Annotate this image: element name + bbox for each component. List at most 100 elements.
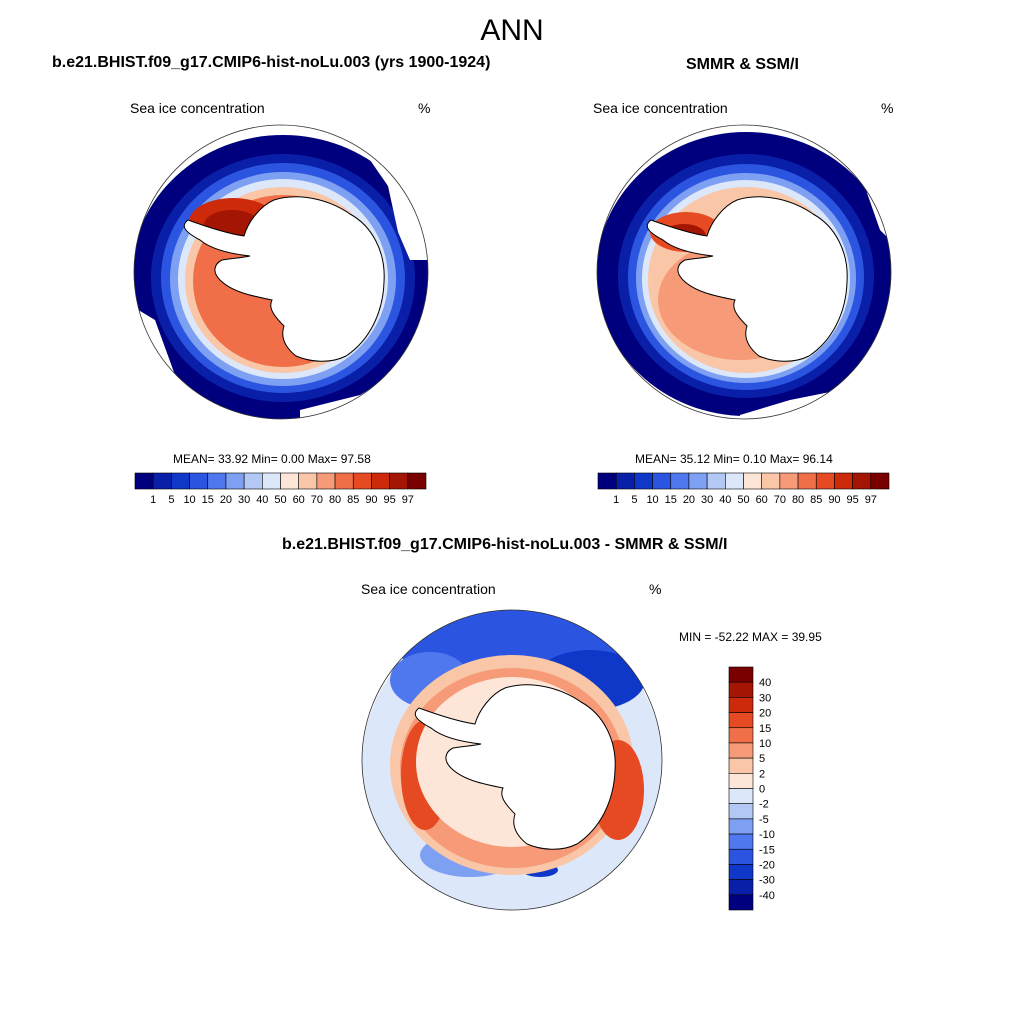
colorbar-swatch	[728, 712, 754, 729]
colorbar-swatch	[652, 472, 672, 490]
colorbar-swatch	[134, 472, 154, 490]
colorbar-tick-label: 97	[865, 494, 877, 506]
colorbar-swatch	[815, 472, 835, 490]
colorbar-swatch	[615, 472, 635, 490]
obs-stats: MEAN= 35.12 Min= 0.10 Max= 96.14	[635, 452, 833, 466]
colorbar-tick-label: 2	[759, 768, 765, 780]
colorbar-swatch	[706, 472, 726, 490]
colorbar-tick-label: 40	[256, 494, 268, 506]
colorbar-tick-label: 50	[274, 494, 286, 506]
diff-units-label: %	[649, 581, 662, 597]
colorbar-tick-label: 15	[759, 723, 771, 735]
colorbar-tick-label: 5	[631, 494, 637, 506]
colorbar-swatch	[728, 833, 754, 850]
colorbar-tick-label: 30	[759, 692, 771, 704]
colorbar-swatch	[407, 472, 427, 490]
colorbar-tick-label: 90	[828, 494, 840, 506]
colorbar-swatch	[152, 472, 172, 490]
diff-panel-title: b.e21.BHIST.f09_g17.CMIP6-hist-noLu.003 …	[282, 536, 728, 553]
colorbar-tick-label: -40	[759, 890, 775, 902]
colorbar-tick-label: 30	[701, 494, 713, 506]
colorbar-tick-label: -10	[759, 829, 775, 841]
colorbar-swatch	[728, 697, 754, 713]
colorbar-tick-label: 15	[202, 494, 214, 506]
colorbar-tick-label: 5	[168, 494, 174, 506]
colorbar-swatch	[728, 681, 754, 698]
model-colorbar: 1 5 10 15 20 30 40 50 60 70 80 85 90 95 97	[134, 472, 427, 506]
colorbar-tick-label: 1	[613, 494, 619, 506]
colorbar-swatch	[870, 472, 890, 490]
colorbar-swatch	[834, 472, 853, 490]
colorbar-tick-label: 20	[683, 494, 695, 506]
diff-variable-label: Sea ice concentration	[361, 581, 496, 597]
colorbar-tick-label: 10	[759, 738, 771, 750]
colorbar-swatch	[189, 472, 209, 490]
colorbar-swatch	[743, 472, 762, 490]
colorbar-swatch	[728, 879, 754, 896]
colorbar-tick-label: -30	[759, 875, 775, 887]
colorbar-tick-label: 20	[220, 494, 232, 506]
model-stats: MEAN= 33.92 Min= 0.00 Max= 97.58	[173, 452, 371, 466]
obs-variable-label: Sea ice concentration	[593, 100, 728, 116]
obs-colorbar: 1 5 10 15 20 30 40 50 60 70 80 85 90 95 97	[597, 472, 890, 506]
colorbar-tick-label: 80	[329, 494, 341, 506]
colorbar-swatch	[728, 894, 754, 911]
colorbar-tick-label: 85	[347, 494, 359, 506]
model-panel-title: b.e21.BHIST.f09_g17.CMIP6-hist-noLu.003 …	[52, 54, 491, 71]
model-units-label: %	[418, 100, 431, 116]
colorbar-swatch	[728, 848, 754, 865]
colorbar-swatch	[298, 472, 318, 490]
colorbar-swatch	[597, 472, 617, 490]
colorbar-tick-label: 70	[311, 494, 323, 506]
colorbar-swatch	[688, 472, 708, 490]
colorbar-swatch	[334, 472, 354, 490]
antarctica-outline	[183, 196, 385, 362]
colorbar-tick-label: 95	[847, 494, 859, 506]
colorbar-swatch	[779, 472, 799, 490]
colorbar-tick-label: 10	[646, 494, 658, 506]
colorbar-tick-label: 40	[719, 494, 731, 506]
colorbar-tick-label: 50	[737, 494, 749, 506]
colorbar-tick-label: 90	[365, 494, 377, 506]
colorbar-swatch	[852, 472, 872, 490]
obs-map	[596, 124, 892, 420]
colorbar-swatch	[725, 472, 744, 490]
antarctica-outline	[646, 196, 848, 362]
obs-units-label: %	[881, 100, 894, 116]
diff-map	[361, 609, 663, 911]
colorbar-swatch	[670, 472, 690, 490]
colorbar-swatch	[243, 472, 263, 490]
colorbar-swatch	[371, 472, 390, 490]
colorbar-tick-label: 60	[756, 494, 768, 506]
colorbar-swatch	[171, 472, 190, 490]
colorbar-swatch	[634, 472, 653, 490]
colorbar-swatch	[728, 788, 754, 804]
colorbar-swatch	[761, 472, 781, 490]
colorbar-tick-label: 15	[665, 494, 677, 506]
colorbar-tick-label: 30	[238, 494, 250, 506]
colorbar-tick-label: 85	[810, 494, 822, 506]
colorbar-tick-label: 40	[759, 677, 771, 689]
colorbar-tick-label: 80	[792, 494, 804, 506]
diff-minmax: MIN = -52.22 MAX = 39.95	[679, 630, 822, 644]
antarctica-outline	[414, 684, 616, 850]
colorbar-swatch	[316, 472, 336, 490]
colorbar-tick-label: 60	[293, 494, 305, 506]
figure-title: ANN	[480, 14, 544, 47]
colorbar-tick-label: -5	[759, 814, 769, 826]
colorbar-tick-label: 10	[183, 494, 195, 506]
colorbar-tick-label: 20	[759, 708, 771, 720]
colorbar-tick-label: 70	[774, 494, 786, 506]
colorbar-swatch	[728, 818, 754, 835]
colorbar-swatch	[728, 803, 754, 820]
colorbar-tick-label: 0	[759, 784, 765, 796]
colorbar-swatch	[262, 472, 281, 490]
obs-panel-title: SMMR & SSM/I	[686, 56, 799, 73]
colorbar-swatch	[728, 666, 754, 683]
colorbar-swatch	[728, 864, 754, 880]
colorbar-swatch	[352, 472, 372, 490]
colorbar-tick-label: -15	[759, 844, 775, 856]
model-variable-label: Sea ice concentration	[130, 100, 265, 116]
colorbar-tick-label: 97	[402, 494, 414, 506]
